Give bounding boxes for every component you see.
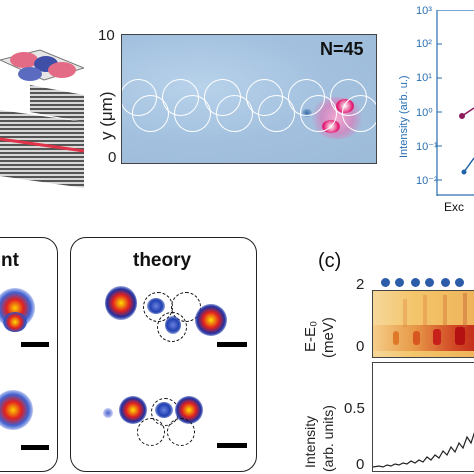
ring-4 [174, 95, 211, 132]
theory-scalebar-bottom [217, 443, 247, 448]
dot-4 [425, 278, 434, 287]
log-tick-1000: 10³ [416, 5, 432, 17]
log-plot-panel: Intensity (arb. u.) 10³ 10² 10¹ 10⁰ 10⁻¹… [392, 0, 474, 240]
intensity-ylabel-line2: (arb. units) [320, 405, 336, 472]
theory-mode-3 [165, 316, 181, 334]
ring-6 [216, 95, 253, 132]
series-b-point [461, 169, 467, 175]
log-tick-100: 10² [416, 38, 432, 50]
cavity-stack-illustration [0, 40, 86, 190]
spectrum-hot-1 [393, 331, 399, 345]
spatial-map-image: N=45 [121, 34, 377, 164]
theory-mode-8 [103, 408, 113, 418]
log-tick-01: 10⁻¹ [416, 141, 438, 153]
spectrum-ylabel-line2: (meV) [320, 317, 337, 358]
series-b-line [463, 157, 474, 173]
exp-scalebar-top [21, 342, 49, 347]
spectrum-hot-4 [455, 327, 465, 345]
log-tick-10: 10¹ [416, 72, 432, 84]
log-tick-001: 10⁻² [416, 175, 438, 187]
spectrum-streak-1 [403, 299, 407, 327]
intensity-tick-0: 0 [356, 456, 365, 473]
y-axis-label: y (μm) [97, 91, 116, 140]
spectrum-streak-4 [463, 293, 467, 327]
intensity-plot-frame [372, 362, 474, 472]
spectrum-ylabel-line1: E-E₀ [302, 320, 319, 352]
log-plot-ylabel: Intensity (arb. u.) [398, 75, 410, 158]
theory-dashed-ring-5 [137, 418, 165, 446]
exp-scalebar-bottom [21, 445, 49, 450]
exp-mode-glow-top2 [3, 312, 27, 332]
theory-mode-1 [105, 286, 137, 320]
dot-5 [441, 278, 450, 287]
dot-2 [395, 278, 404, 287]
theory-dashed-ring-3 [157, 312, 187, 342]
series-a-point [459, 113, 465, 119]
spectrum-streak-2 [423, 295, 427, 327]
spatial-map-panel: y (μm) 10 0 N=45 [95, 25, 385, 175]
spectrum-panel: E-E₀ (meV) 2 0 Intensity (arb. units) 0.… [300, 270, 474, 474]
experiment-label: nt [1, 250, 19, 271]
spectrum-hot-3 [433, 329, 441, 345]
experiment-panel: nt [0, 237, 58, 472]
dot-6 [455, 278, 464, 287]
ring-12 [342, 95, 376, 132]
annotation-n45: N=45 [320, 39, 364, 59]
intensity-trace [373, 432, 474, 468]
y-tick-bottom: 0 [108, 149, 117, 166]
theory-mode-4 [195, 304, 227, 336]
log-plot-xlabel: Exc [444, 200, 465, 214]
exp-mode-glow-bottom [0, 390, 33, 430]
spectrum-streak-3 [443, 295, 447, 327]
theory-scalebar-top [217, 342, 247, 347]
dot-3 [411, 278, 420, 287]
dot-1 [381, 278, 390, 287]
log-tick-1: 10⁰ [416, 107, 433, 119]
spectrum-map [372, 290, 474, 358]
panel-c-letter: (c) [318, 250, 342, 272]
theory-dashed-ring-6 [167, 418, 195, 446]
theory-panel: theory [70, 237, 257, 472]
ring-10 [300, 95, 337, 132]
intensity-ylabel-line1: Intensity [302, 415, 318, 468]
theory-label: theory [133, 250, 192, 271]
ring-8 [258, 95, 295, 132]
spectrum-hot-2 [413, 331, 420, 345]
intensity-tick-05: 0.5 [344, 400, 365, 417]
ring-2 [132, 95, 169, 132]
spectrum-tick-0: 0 [356, 338, 365, 355]
log-plot-axes [436, 10, 474, 196]
theory-mode-6 [155, 402, 173, 418]
y-tick-top: 10 [98, 27, 115, 44]
theory-mode-2 [147, 298, 165, 314]
spectrum-tick-2: 2 [356, 276, 365, 293]
